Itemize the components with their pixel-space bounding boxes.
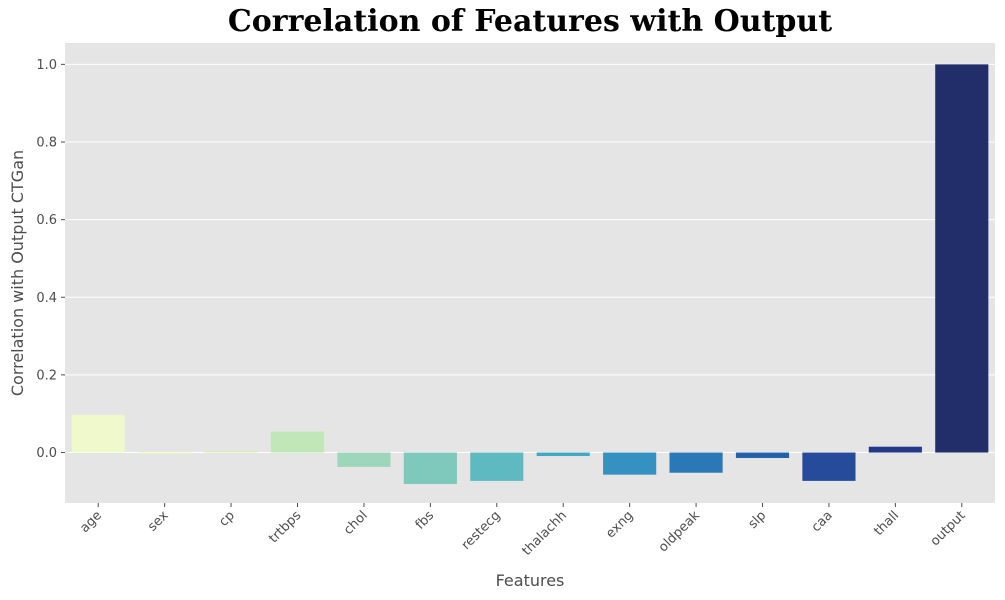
y-tick-label: 0.0 [36,446,57,461]
bar-chol [337,452,391,467]
x-tick-label: thalachh [519,508,570,559]
y-tick-label: 0.4 [36,291,57,306]
bar-cp [204,450,258,453]
bar-sex [138,452,192,455]
bar-output [935,64,989,453]
bars [71,64,989,484]
bar-trtbps [270,431,325,453]
x-axis-ticks: age sex cp trtbps chol fbs restecg thalachh exng… [77,503,969,559]
y-axis-label: Correlation with Output CTGan [8,150,27,396]
x-tick-label: cp [216,508,238,530]
x-tick-label: restecg [459,508,504,553]
x-tick-label: output [928,508,969,549]
bar-exng [603,452,657,475]
y-axis-ticks: 0.0 0.2 0.4 0.6 0.8 1.0 [36,58,65,461]
x-tick-label: thall [871,508,902,539]
chart-title: Correlation of Features with Output [227,4,833,39]
bar-oldpeak [669,452,723,473]
x-tick-label: sex [145,508,172,535]
y-tick-label: 0.2 [36,368,57,383]
y-tick-label: 1.0 [36,58,57,73]
plot-background [65,43,995,503]
x-tick-label: exng [603,508,636,541]
y-tick-label: 0.6 [36,213,57,228]
bar-thall [868,446,922,453]
bar-fbs [403,452,457,484]
x-tick-label: chol [341,508,371,538]
bar-restecg [470,452,524,481]
x-tick-label: fbs [413,508,438,533]
bar-age [71,414,125,453]
x-tick-label: slp [746,508,770,532]
x-tick-label: age [77,508,105,536]
bar-thalachh [536,452,590,457]
bar-caa [802,452,856,481]
bar-slp [735,452,790,458]
x-tick-label: trtbps [266,508,304,546]
x-axis-label: Features [496,571,565,590]
y-tick-label: 0.8 [36,135,57,150]
x-tick-label: oldpeak [656,508,703,555]
x-tick-label: caa [809,508,836,535]
